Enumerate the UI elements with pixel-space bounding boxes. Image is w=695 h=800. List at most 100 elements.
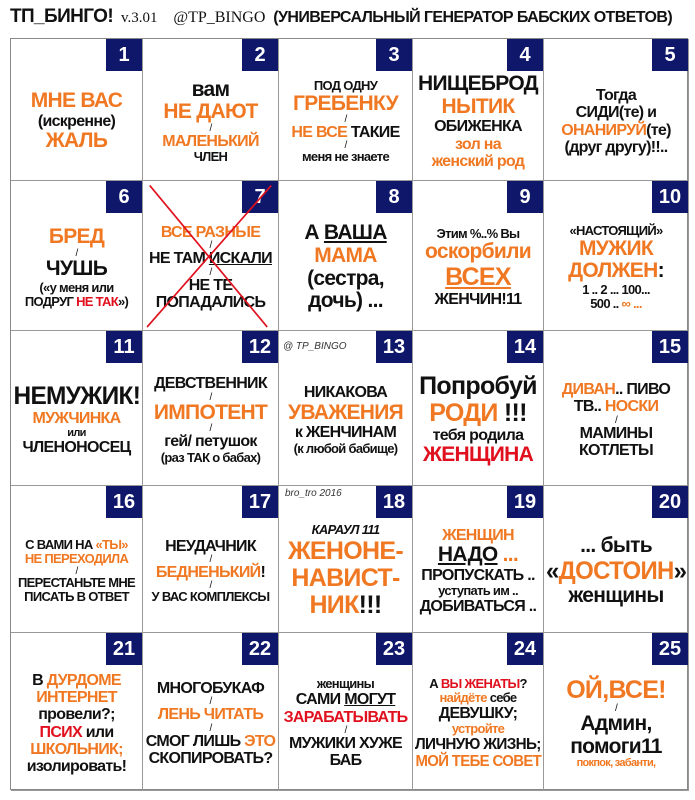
text-segment: «НАСТОЯЩИЙ» bbox=[569, 222, 663, 238]
text-segment: КАРАУЛ 111 bbox=[311, 522, 380, 538]
bingo-cell-5[interactable]: 5 Тогда СИДИ(те) и ОНАНИРУЙ(те) (друг другу)… bbox=[544, 39, 689, 181]
text-segment: НИЩЕБРОД bbox=[418, 71, 539, 95]
text-segment: МОЙ ТЕБЕ СОВЕТ bbox=[415, 753, 541, 771]
cell-number-badge: 4 bbox=[507, 39, 543, 71]
bingo-cell-18[interactable]: 18 КАРАУЛ 111 ЖЕНОНЕ- НАВИСТ- НИК!!! bro_tro … bbox=[279, 486, 413, 633]
bingo-cell-9[interactable]: 9 Этим %..% Вы оскорбили ВСЕХ ЖЕНЧИН!11 bbox=[413, 181, 544, 331]
text-segment: » bbox=[673, 556, 687, 585]
bingo-cell-19[interactable]: 19 ЖЕНЩИН НАДО ... ПРОПУСКАТЬ .. уступать им… bbox=[413, 486, 544, 633]
text-segment: ДУРДОМЕ bbox=[46, 671, 122, 689]
bingo-cell-24[interactable]: 24 А ВЫ ЖЕНАТЫ? найдёте себе ДЕВУШКУ; устрой… bbox=[413, 633, 544, 791]
bingo-cell-16[interactable]: 16 С ВАМИ НА «ТЫ» НЕ ПЕРЕХОДИЛА / ПЕРЕСТАНЬТ… bbox=[11, 486, 143, 633]
text-line: А ВЫ ЖЕНАТЫ? bbox=[429, 675, 527, 691]
cell-text: КАРАУЛ 111 ЖЕНОНЕ- НАВИСТ- НИК!!! bbox=[279, 512, 412, 630]
cell-number-badge: 3 bbox=[376, 39, 412, 71]
text-line: Попробуй bbox=[419, 373, 537, 400]
text-segment: РОДИ bbox=[429, 399, 498, 428]
text-segment: себе bbox=[486, 689, 517, 705]
bingo-cell-23[interactable]: 23 женщины САМИ МОГУТ ЗАРАБАТЫВАТЬ / МУЖИКИ Х… bbox=[279, 633, 413, 791]
text-line: ВСЕ РАЗНЫЕ bbox=[161, 224, 261, 241]
text-segment: женщины bbox=[316, 676, 375, 692]
bingo-cell-1[interactable]: 1 МНЕ ВАС (искренне) ЖАЛЬ bbox=[11, 39, 143, 181]
text-segment: НЕ ТЕ bbox=[188, 276, 233, 294]
cell-text: ВСЕ РАЗНЫЕ / НЕ ТАМ ИСКАЛИ / НЕ ТЕ ПОПАДАЛИСЬ bbox=[143, 207, 278, 328]
cell-number-badge: 15 bbox=[652, 331, 688, 363]
text-segment: НЕМУЖИК! bbox=[13, 382, 140, 411]
text-line: ШКОЛЬНИК; bbox=[30, 741, 123, 758]
text-segment: МАМИНЫ bbox=[579, 424, 653, 442]
cell-text: ЖЕНЩИН НАДО ... ПРОПУСКАТЬ .. уступать им .… bbox=[413, 512, 543, 630]
text-segment: ВЫ ЖЕНАТЫ bbox=[440, 675, 520, 691]
text-line: Админ, bbox=[580, 712, 652, 736]
bingo-cell-13[interactable]: 13 НИКАКОВА УВАЖЕНИЯ к ЖЕНЧИНАМ (к любой баб… bbox=[279, 331, 413, 486]
text-line: СМОГ ЛИШЬ ЭТО bbox=[146, 733, 276, 750]
cell-text: МНОГОБУКАФ / ЛЕНЬ ЧИТАТЬ / СМОГ ЛИШЬ ЭТО СКОП… bbox=[143, 659, 278, 788]
text-line: женщины bbox=[316, 676, 375, 692]
text-line: НАДО ... bbox=[438, 543, 519, 567]
text-segment: НЕ ДАЮТ bbox=[163, 100, 258, 124]
cell-text: МНЕ ВАС (искренне) ЖАЛЬ bbox=[11, 65, 142, 178]
bingo-cell-17[interactable]: 17 НЕУДАЧНИК / БЕДНЕНЬКИЙ! / У ВАС КОМПЛЕКСЫ bbox=[143, 486, 279, 633]
bingo-cell-22[interactable]: 22 МНОГОБУКАФ / ЛЕНЬ ЧИТАТЬ / СМОГ ЛИШЬ ЭТО СК… bbox=[143, 633, 279, 791]
cell-text: ... быть «ДОСТОИН» женщины bbox=[544, 512, 688, 630]
text-line: КОТЛЕТЫ bbox=[579, 442, 654, 459]
bingo-cell-3[interactable]: 3 ПОД ОДНУ ГРЕБЕНКУ / НЕ ВСЕ ТАКИЕ / меня не з… bbox=[279, 39, 413, 181]
text-segment: БЕДНЕНЬКИЙ bbox=[155, 563, 261, 581]
cell-number-badge: 25 bbox=[652, 633, 688, 665]
text-segment: НЕ ВСЕ bbox=[291, 124, 351, 142]
bingo-cell-2[interactable]: 2 вам НЕ ДАЮТ / МАЛЕНЬКИЙ ЧЛЕН bbox=[143, 39, 279, 181]
text-line: (друг другу)!!.. bbox=[565, 139, 669, 156]
text-line: 1 .. 2 ... 100... bbox=[582, 283, 650, 297]
text-line: ПСИХ или bbox=[40, 724, 115, 741]
bingo-cell-20[interactable]: 20... быть «ДОСТОИН» женщины bbox=[544, 486, 689, 633]
text-line: ЖЕНЩИНА bbox=[423, 443, 534, 467]
text-segment: ЧЛЕН bbox=[193, 149, 228, 165]
bingo-cell-12[interactable]: 12 ДЕВСТВЕННИК / ИМПОТЕНТ / гей/ петушок (раз … bbox=[143, 331, 279, 486]
bingo-cell-21[interactable]: 21 В ДУРДОМЕ ИНТЕРНЕТ провели?; ПСИХ или ШКОЛ… bbox=[11, 633, 143, 791]
bingo-cell-15[interactable]: 15 ДИВАН.. ПИВО ТВ.. НОСКИ / МАМИНЫ КОТЛЕТЫ bbox=[544, 331, 689, 486]
text-line: РОДИ !!! bbox=[429, 400, 527, 427]
bingo-cell-4[interactable]: 4 НИЩЕБРОД НЫТИК ОБИЖЕНКА зол на женский род bbox=[413, 39, 544, 181]
separator-slash: / bbox=[209, 697, 212, 707]
text-segment: ДИВАН bbox=[561, 380, 616, 398]
text-segment: ИМПОТЕНТ bbox=[153, 400, 268, 424]
bingo-cell-10[interactable]: 10 «НАСТОЯЩИЙ» МУЖИК ДОЛЖЕН: 1 .. 2 ... 100.… bbox=[544, 181, 689, 331]
text-segment: НЕ ТАМ bbox=[149, 250, 209, 268]
text-line: ПОПАДАЛИСЬ bbox=[156, 294, 266, 311]
text-segment: 1 .. 2 ... 100... bbox=[582, 282, 650, 298]
bingo-cell-25[interactable]: 25 ОЙ,ВСЕ! / Админ, помоги11 покпок, забанти, bbox=[544, 633, 689, 791]
text-line: МУЖЧИНКА bbox=[33, 410, 122, 427]
text-line: НЕМУЖИК! bbox=[13, 383, 140, 410]
text-line: ИНТЕРНЕТ bbox=[36, 689, 117, 706]
text-line: (раз ТАК о бабах) bbox=[161, 450, 261, 465]
text-segment: ДЕВУШКУ; bbox=[438, 704, 518, 722]
text-line: уступать им .. bbox=[438, 583, 518, 598]
text-segment: / bbox=[75, 565, 78, 577]
text-line: НИЩЕБРОД bbox=[418, 71, 539, 96]
text-segment: МНОГОБУКАФ bbox=[156, 679, 265, 697]
text-segment: дочь) ... bbox=[308, 289, 383, 313]
text-segment: !!! bbox=[497, 399, 528, 428]
text-line: НЕ ТАМ ИСКАЛИ bbox=[149, 250, 273, 268]
text-segment: ∞ ... bbox=[621, 296, 643, 312]
bingo-cell-7[interactable]: 7 ВСЕ РАЗНЫЕ / НЕ ТАМ ИСКАЛИ / НЕ ТЕ ПОПАДАЛИС… bbox=[143, 181, 279, 331]
cell-text: женщины САМИ МОГУТ ЗАРАБАТЫВАТЬ / МУЖИКИ ХУЖ… bbox=[279, 659, 412, 788]
text-line: гей/ петушок bbox=[164, 433, 257, 450]
text-segment: МОГУТ bbox=[344, 691, 396, 709]
cell-text: Попробуй РОДИ !!! тебя родила ЖЕНЩИНА bbox=[413, 357, 543, 483]
text-segment: « bbox=[545, 556, 559, 585]
text-line: ЧУШЬ bbox=[46, 257, 108, 281]
cell-text: Тогда СИДИ(те) и ОНАНИРУЙ(те) (друг другу)!… bbox=[544, 65, 688, 178]
text-segment: ПОД ОДНУ bbox=[313, 77, 378, 93]
separator-slash: / bbox=[75, 565, 78, 577]
text-segment: В bbox=[32, 671, 47, 689]
watermark-bro-tro: bro_tro 2016 bbox=[285, 488, 342, 499]
bingo-cell-14[interactable]: 14 Попробуй РОДИ !!! тебя родила ЖЕНЩИНА bbox=[413, 331, 544, 486]
bingo-cell-6[interactable]: 6 БРЕД / ЧУШЬ («у меня или ПОДРУГ НЕ ТАК») bbox=[11, 181, 143, 331]
cell-text: ПОД ОДНУ ГРЕБЕНКУ / НЕ ВСЕ ТАКИЕ / меня не зн… bbox=[279, 65, 412, 178]
text-line: ОЙ,ВСЕ! bbox=[566, 676, 666, 704]
bingo-cell-11[interactable]: 11 НЕМУЖИК! МУЖЧИНКА или ЧЛЕНОНОСЕЦ bbox=[11, 331, 143, 486]
text-line: ВСЕХ bbox=[445, 263, 511, 291]
text-line: ЖАЛЬ bbox=[46, 129, 108, 153]
